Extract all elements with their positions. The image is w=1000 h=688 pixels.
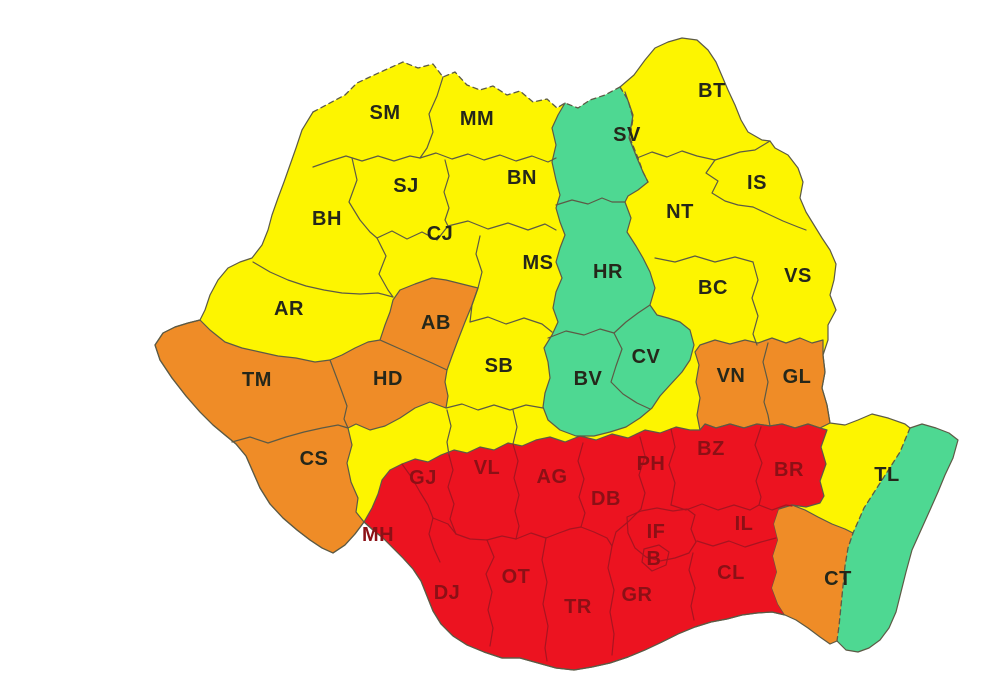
county-label-NT: NT	[666, 201, 694, 223]
county-label-IS: IS	[747, 172, 767, 194]
county-label-CV: CV	[632, 346, 661, 368]
county-labels: SM MM BT SV BN IS SJ NT BH CJ MS HR VS BC AR AB CV SB VN GL…	[242, 80, 899, 618]
green-zone-border	[542, 102, 695, 437]
county-label-BZ: BZ	[697, 438, 725, 460]
county-label-AR: AR	[274, 298, 304, 320]
county-label-AB: AB	[421, 312, 451, 334]
county-label-CS: CS	[300, 448, 329, 470]
county-label-VL: VL	[474, 457, 501, 479]
county-label-BN: BN	[507, 167, 537, 189]
county-label-MH: MH	[362, 524, 394, 546]
county-label-IL: IL	[735, 513, 754, 535]
zone-green-center	[543, 87, 694, 436]
county-label-DB: DB	[591, 488, 621, 510]
county-label-IF: IF	[647, 521, 666, 543]
dashed-borders	[312, 61, 911, 642]
county-label-TM: TM	[242, 369, 272, 391]
county-label-BR: BR	[774, 459, 804, 481]
county-label-MS: MS	[523, 252, 554, 274]
county-label-PH: PH	[637, 453, 666, 475]
country-outline	[154, 37, 959, 671]
county-label-VN: VN	[717, 365, 746, 387]
county-label-B: B	[647, 548, 662, 570]
county-label-TL: TL	[874, 464, 899, 486]
county-borders	[231, 76, 854, 534]
county-label-HR: HR	[593, 261, 623, 283]
county-label-BH: BH	[312, 208, 342, 230]
zone-green-coast	[837, 424, 958, 652]
county-label-SV: SV	[613, 124, 641, 146]
county-label-CT: CT	[824, 568, 852, 590]
county-borders-red-zone	[401, 426, 793, 662]
county-label-SB: SB	[485, 355, 514, 377]
county-label-AG: AG	[537, 466, 568, 488]
county-label-OT: OT	[502, 566, 531, 588]
dashed-sv-split	[619, 86, 649, 183]
dashed-coast-split	[836, 427, 911, 642]
county-label-TR: TR	[564, 596, 592, 618]
county-label-SM: SM	[370, 102, 401, 124]
county-label-BT: BT	[698, 80, 726, 102]
county-label-GL: GL	[783, 366, 812, 388]
zone-orange-ct	[772, 505, 853, 644]
county-label-BV: BV	[574, 368, 603, 390]
county-label-VS: VS	[784, 265, 812, 287]
county-label-CL: CL	[717, 562, 745, 584]
county-label-CJ: CJ	[427, 223, 454, 245]
county-label-DJ: DJ	[434, 582, 461, 604]
dashed-north-border	[312, 61, 621, 113]
county-label-GR: GR	[622, 584, 653, 606]
county-label-BC: BC	[698, 277, 728, 299]
county-label-HD: HD	[373, 368, 403, 390]
county-label-SJ: SJ	[393, 175, 418, 197]
county-label-MM: MM	[460, 108, 494, 130]
county-label-GJ: GJ	[409, 467, 437, 489]
